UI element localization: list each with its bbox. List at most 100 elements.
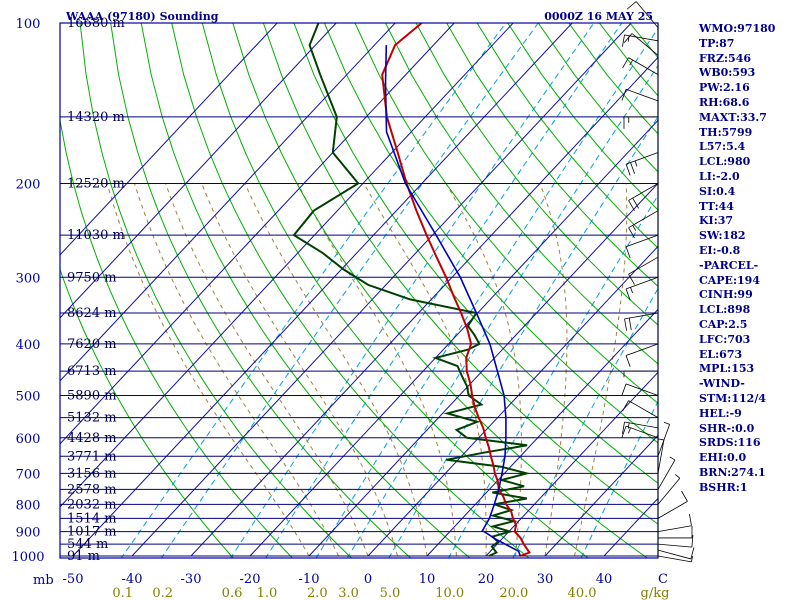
height-label: 14320 m — [67, 110, 125, 125]
wind-barb — [625, 343, 659, 367]
dry-adiabats — [60, 23, 658, 558]
mixing-ratio-label: 2.0 — [307, 586, 328, 600]
index-item: WMO:97180 — [699, 22, 776, 35]
mixing-ratio-label: 1.0 — [257, 586, 278, 600]
index-item: SW:182 — [699, 229, 746, 243]
dry-adiabat — [293, 23, 658, 484]
moist-adiabat — [106, 183, 310, 557]
index-item: LCL:898 — [699, 303, 751, 317]
isotherm — [367, 245, 658, 557]
isotherm — [308, 182, 658, 557]
mixing-ratio-line — [512, 287, 658, 558]
moist-adiabat — [244, 183, 428, 557]
plot-frame — [59, 22, 659, 559]
dry-adiabat — [476, 23, 658, 249]
wind-barb — [621, 383, 659, 396]
mixing-ratio-label: 3.0 — [338, 586, 359, 600]
isotherm — [60, 23, 337, 319]
height-label: 5890 m — [67, 389, 117, 404]
index-item: PW:2.16 — [699, 81, 750, 95]
temperature-line — [381, 23, 531, 557]
wind-barb — [621, 425, 659, 439]
temp-tick-label: 30 — [537, 572, 554, 587]
wind-barb — [624, 312, 659, 331]
wind-barb — [658, 525, 693, 539]
mixing-ratio-lines — [120, 23, 658, 558]
height-label: 8624 m — [67, 306, 117, 321]
pressure-label: 600 — [16, 432, 41, 447]
sounding-indices: WMO:97180 TP:87 FRZ:546 WB0:593 PW:2.16 RH:68… — [699, 22, 799, 496]
wind-barb — [622, 57, 659, 75]
index-item: LCL:980 — [699, 155, 751, 169]
height-label: 3156 m — [67, 466, 117, 481]
moist-adiabat — [445, 183, 522, 557]
wind-barb — [622, 34, 659, 47]
index-item: TT:44 — [699, 199, 734, 213]
dry-adiabat — [385, 23, 658, 365]
index-item: SRDS:116 — [699, 436, 761, 450]
dry-adiabat — [446, 23, 658, 287]
mixing-ratio-label: 0.6 — [222, 586, 243, 600]
wind-barb — [622, 421, 659, 434]
parcel-line — [384, 45, 521, 557]
dry-adiabat — [262, 23, 658, 525]
wind-barb — [657, 535, 694, 548]
wind-barb — [657, 513, 692, 533]
dry-adiabat — [60, 117, 294, 558]
temp-tick-label: -20 — [240, 572, 261, 587]
index-item: BSHR:1 — [699, 480, 748, 494]
profile-lines — [292, 23, 531, 557]
index-item: WB0:593 — [699, 66, 756, 80]
index-item: EHI:0.0 — [699, 451, 747, 465]
pressure-label: 400 — [16, 338, 41, 353]
wind-barb — [657, 474, 681, 505]
height-label: 4428 m — [67, 431, 117, 446]
temp-tick-label: -10 — [299, 572, 320, 587]
height-label: 6713 m — [67, 364, 117, 379]
index-item: SHR-:0.0 — [699, 421, 755, 435]
dry-adiabat — [354, 23, 658, 404]
mixing-ratio-label: 0.1 — [112, 586, 133, 600]
chart-title: WAAA (97180) Sounding — [65, 10, 219, 23]
height-label: 5132 m — [67, 411, 117, 426]
dry-adiabat — [60, 267, 234, 558]
temp-tick-label: -50 — [63, 572, 84, 587]
temperature-axis: -50 -40 -30 -20 -10 0 10 20 30 40 C — [63, 572, 668, 587]
mixing-ratio-line — [160, 23, 539, 558]
mixing-ratio-label: 20.0 — [499, 586, 528, 600]
mixing-ratio-label: 40.0 — [568, 586, 597, 600]
mb-label: mb — [33, 573, 54, 588]
pressure-label: 500 — [16, 390, 41, 405]
mixing-ratio-line — [448, 194, 658, 558]
dry-adiabat — [201, 23, 589, 558]
dewpoint-line — [292, 23, 531, 557]
pressure-label: 1000 — [11, 550, 44, 565]
isotherm — [60, 23, 455, 445]
isotherm — [72, 23, 573, 557]
chart-timestamp: 0000Z 16 MAY 25 — [544, 10, 653, 23]
mixing-ratio-line — [580, 400, 658, 558]
wind-barb — [626, 1, 659, 28]
pressure-label: 100 — [16, 17, 41, 32]
pressure-label: 200 — [16, 177, 41, 192]
wind-barb — [625, 234, 659, 259]
height-label: 2032 m — [67, 497, 117, 512]
height-label: 3771 m — [67, 449, 117, 464]
index-item: CAP:2.5 — [699, 317, 748, 331]
wind-barb — [623, 370, 658, 378]
height-label: 12520 m — [67, 176, 125, 191]
isotherm — [249, 119, 658, 557]
mixing-ratio-axis: 0.1 0.2 0.6 1.0 2.0 3.0 5.0 10.0 20.0 40.0 g/kg — [112, 586, 669, 600]
index-item: CAPE:194 — [699, 273, 760, 287]
index-item: MPL:153 — [699, 362, 755, 376]
dry-adiabat — [110, 23, 412, 558]
dry-adiabat — [171, 23, 530, 558]
dry-adiabat — [232, 23, 649, 558]
isotherm — [60, 23, 396, 382]
pressure-label: 800 — [16, 498, 41, 513]
height-label: 1514 m — [67, 511, 117, 526]
index-item: LI:-2.0 — [699, 169, 740, 183]
wind-barb — [657, 438, 665, 474]
wind-barb — [628, 183, 659, 212]
temp-tick-label: 0 — [364, 572, 372, 587]
